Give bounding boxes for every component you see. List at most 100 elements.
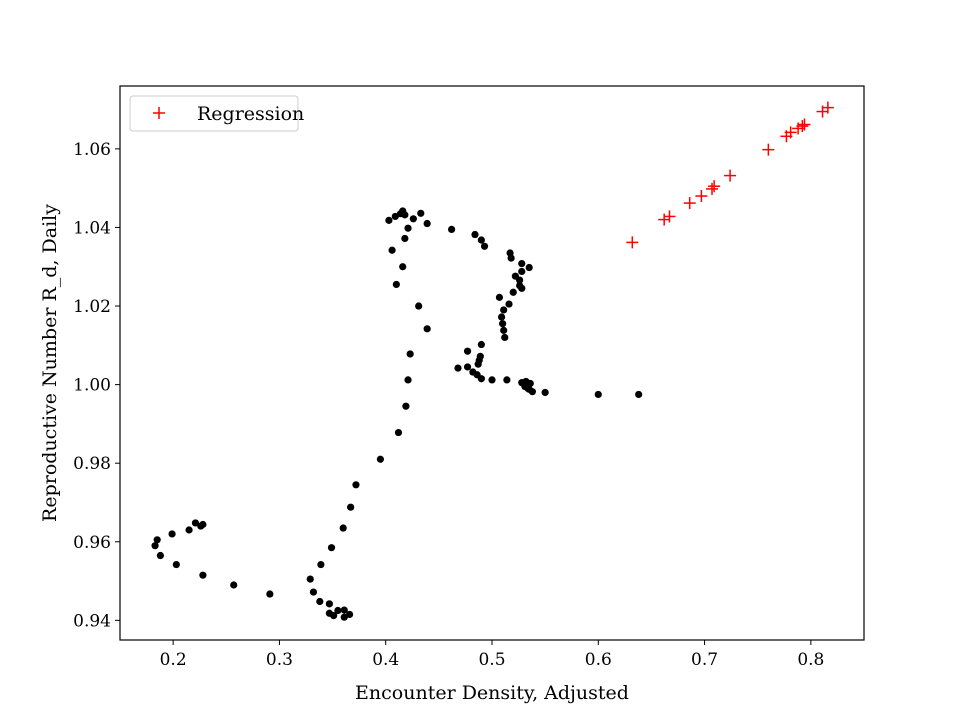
- regression-point: [626, 236, 639, 249]
- observed-point: [401, 234, 409, 243]
- observed-point: [191, 519, 200, 527]
- observed-point: [172, 560, 180, 569]
- observed-point: [199, 520, 207, 529]
- legend: Regression: [129, 95, 304, 132]
- observed-point: [266, 590, 274, 598]
- x-tick-label: 0.6: [585, 650, 612, 670]
- x-axis-label: Encounter Density, Adjusted: [355, 682, 629, 704]
- observed-point: [480, 242, 489, 250]
- observed-point: [376, 455, 384, 463]
- observed-point: [388, 246, 396, 254]
- observed-point: [423, 325, 431, 333]
- observed-point: [477, 236, 485, 244]
- plot-area: [120, 86, 864, 640]
- observed-point: [347, 503, 355, 511]
- observed-point: [230, 581, 238, 589]
- observed-point: [541, 388, 549, 397]
- observed-point: [474, 360, 482, 368]
- regression-point: [762, 143, 775, 156]
- observed-point: [334, 606, 342, 615]
- y-tick-label: 0.96: [73, 533, 111, 553]
- y-axis-label: Reproductive Number R_d, Daily: [39, 204, 61, 522]
- x-axis-ticks: 0.2 0.3 0.4 0.5 0.6 0.7 0.8: [160, 640, 824, 670]
- observed-point: [156, 551, 164, 560]
- x-tick-label: 0.3: [266, 650, 293, 670]
- observed-point: [454, 364, 462, 372]
- observed-point: [409, 215, 417, 223]
- observed-point: [503, 376, 511, 384]
- observed-point: [316, 597, 324, 606]
- observed-point: [509, 288, 517, 296]
- observed-point: [423, 219, 431, 228]
- observed-point: [495, 293, 504, 301]
- observed-point: [402, 402, 410, 410]
- observed-point: [406, 350, 414, 358]
- legend-frame: [129, 95, 299, 132]
- observed-point: [151, 542, 159, 550]
- regression-point: [695, 190, 708, 203]
- observed-point: [500, 326, 508, 334]
- observed-point: [507, 254, 515, 262]
- y-tick-label: 1.06: [73, 140, 111, 160]
- observed-point: [594, 390, 602, 399]
- legend-marker-regression: [153, 107, 165, 119]
- y-tick-label: 1.00: [73, 376, 111, 396]
- observed-point: [340, 613, 348, 621]
- observed-point: [518, 259, 526, 268]
- observed-point: [153, 536, 161, 544]
- regression-point: [706, 182, 719, 195]
- observed-point: [497, 313, 506, 321]
- observed-point: [339, 524, 347, 532]
- observed-point: [340, 606, 348, 614]
- regression-point: [663, 210, 676, 223]
- legend-label-regression: Regression: [197, 103, 304, 125]
- observed-point: [477, 375, 485, 383]
- observed-point: [525, 263, 533, 272]
- x-tick-label: 0.5: [478, 650, 505, 670]
- x-tick-label: 0.8: [797, 650, 824, 670]
- observed-point: [345, 610, 354, 619]
- observed-point: [309, 588, 318, 596]
- observed-point: [415, 302, 423, 310]
- observed-point: [516, 276, 524, 284]
- data-marks: [151, 101, 834, 621]
- y-tick-label: 0.98: [73, 454, 111, 474]
- observed-point: [501, 333, 509, 342]
- observed-point: [518, 284, 526, 292]
- observed-point: [404, 224, 412, 232]
- regression-point: [658, 213, 671, 226]
- x-tick-label: 0.4: [372, 650, 399, 670]
- observed-point: [500, 306, 508, 314]
- regression-point: [784, 126, 797, 139]
- observed-point: [185, 526, 193, 534]
- regression-point: [724, 169, 737, 182]
- observed-point: [168, 530, 176, 538]
- observed-point: [391, 212, 399, 221]
- observed-point: [330, 612, 338, 620]
- regression-point: [821, 101, 834, 114]
- observed-point: [327, 544, 336, 552]
- y-tick-label: 0.94: [73, 611, 111, 631]
- y-tick-label: 1.04: [73, 218, 111, 238]
- observed-point: [199, 571, 207, 579]
- observed-point: [417, 209, 425, 217]
- observed-point: [385, 216, 393, 224]
- regression-point: [798, 118, 811, 131]
- x-tick-label: 0.2: [160, 650, 187, 670]
- regression-point: [708, 180, 721, 193]
- observed-point: [325, 600, 333, 608]
- observed-point: [488, 376, 496, 384]
- observed-point: [394, 428, 403, 437]
- observed-point: [448, 225, 456, 234]
- observed-point: [306, 575, 314, 583]
- observed-point: [499, 320, 507, 328]
- y-axis-ticks: 0.94 0.96 0.98 1.00 1.02 1.04 1.06: [73, 140, 120, 631]
- observed-point: [317, 560, 325, 569]
- observed-point: [505, 300, 513, 308]
- observed-point: [471, 230, 479, 239]
- regression-point: [683, 197, 696, 210]
- observed-point: [477, 340, 485, 349]
- observed-point: [463, 363, 472, 371]
